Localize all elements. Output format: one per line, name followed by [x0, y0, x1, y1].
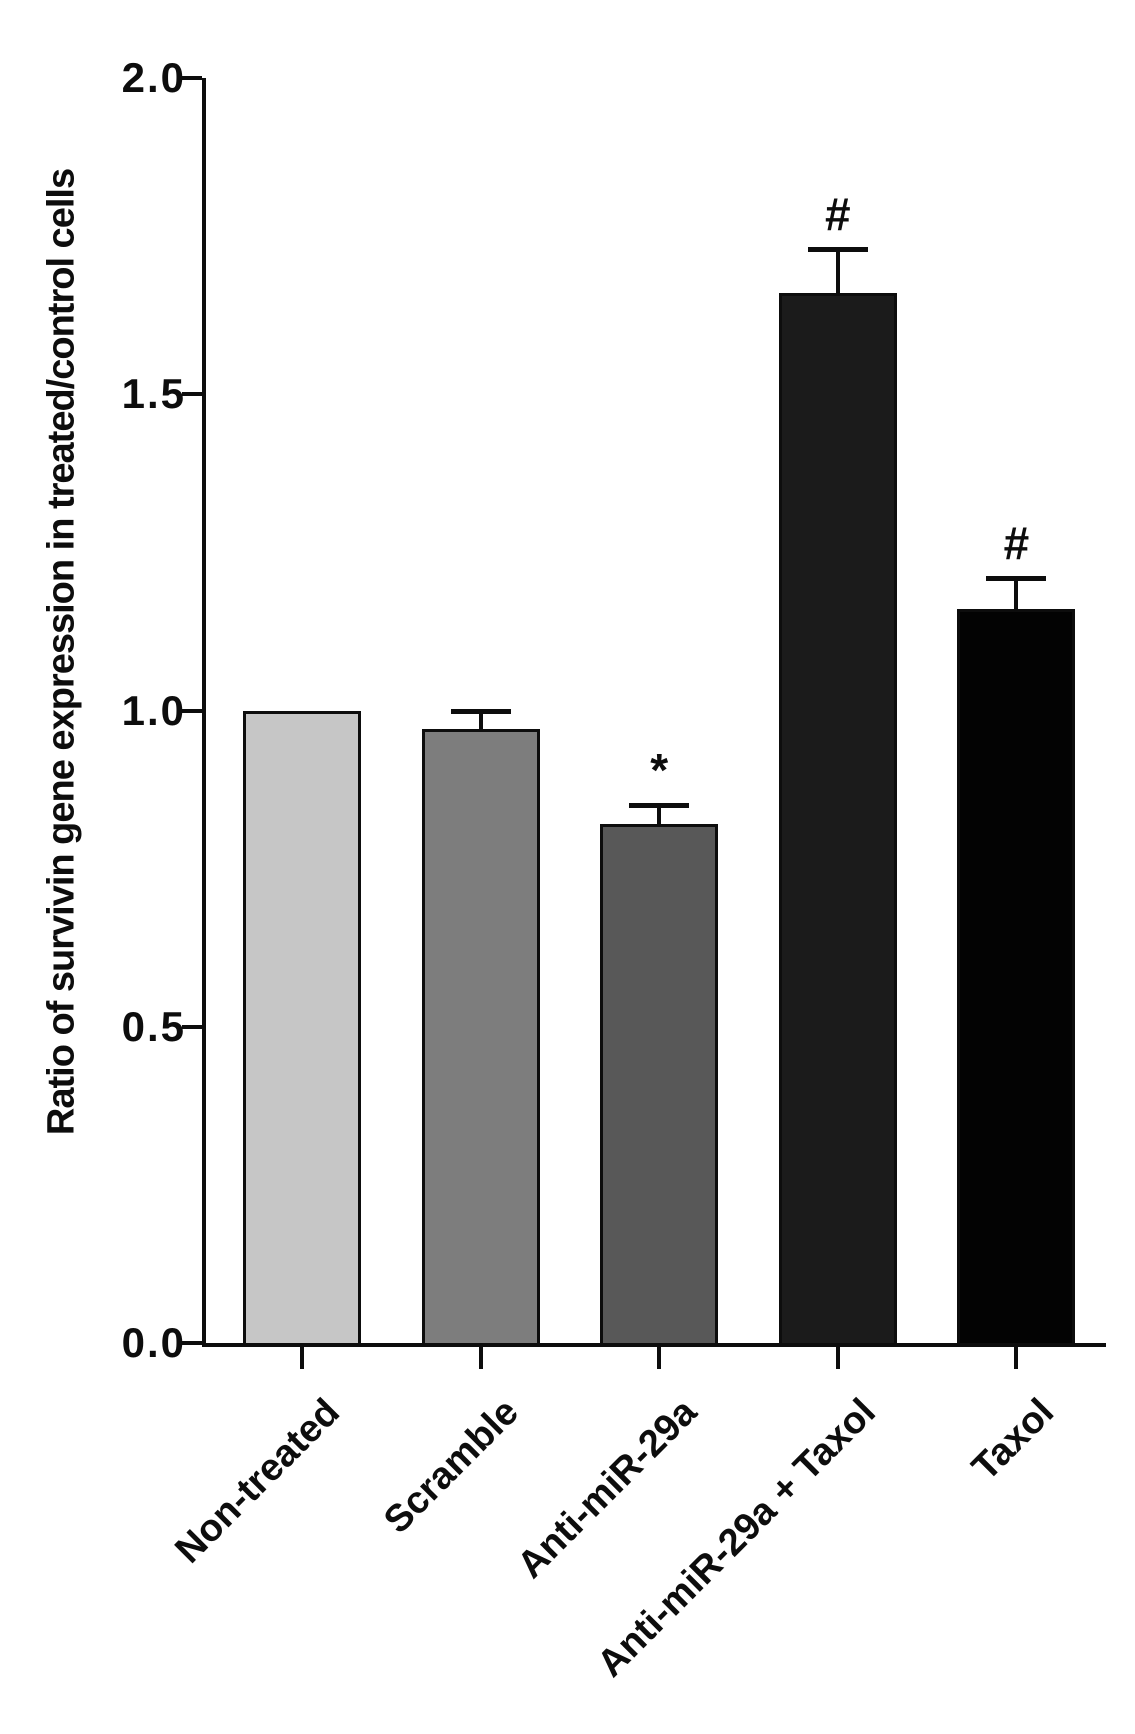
- y-axis: [202, 78, 206, 1347]
- y-tick: [182, 76, 202, 80]
- x-tick: [478, 1347, 483, 1369]
- x-tick: [1014, 1347, 1019, 1369]
- x-tick: [835, 1347, 840, 1369]
- significance-marker: #: [825, 187, 851, 240]
- bar-non-treated: [243, 710, 361, 1346]
- error-bar-cap: [450, 708, 511, 714]
- x-tick: [657, 1347, 662, 1369]
- bar-anti-mir-29a-taxol: [778, 293, 897, 1346]
- error-bar-stem: [478, 710, 483, 740]
- y-tick-label: 0.5: [121, 1002, 186, 1050]
- error-bar-stem: [657, 805, 662, 835]
- x-tick-label-non-treated: Non-treated: [167, 1391, 348, 1572]
- y-tick-label: 1.0: [121, 686, 186, 734]
- y-tick: [182, 392, 202, 397]
- error-bar-cap: [629, 803, 690, 809]
- bar-taxol: [957, 609, 1076, 1346]
- bar-scramble: [421, 729, 540, 1346]
- bar-anti-mir-29a: [600, 824, 719, 1346]
- y-tick-label: 0.0: [121, 1319, 186, 1366]
- x-tick-label-taxol: Taxol: [964, 1391, 1063, 1489]
- x-tick: [300, 1347, 304, 1369]
- y-tick: [182, 708, 202, 713]
- error-bar-cap: [807, 246, 868, 252]
- y-tick-label: 1.5: [121, 370, 186, 418]
- error-bar-stem: [1014, 577, 1019, 620]
- y-tick: [182, 1024, 202, 1029]
- significance-marker: #: [1003, 516, 1030, 569]
- significance-marker: *: [650, 744, 669, 797]
- x-tick-label-anti-mir-29a: Anti-miR-29a: [509, 1391, 705, 1587]
- error-bar-cap: [986, 575, 1047, 581]
- x-tick-label-scramble: Scramble: [375, 1391, 527, 1542]
- y-tick: [182, 1341, 202, 1345]
- y-tick-label: 2.0: [121, 54, 186, 101]
- error-bar-stem: [835, 248, 840, 304]
